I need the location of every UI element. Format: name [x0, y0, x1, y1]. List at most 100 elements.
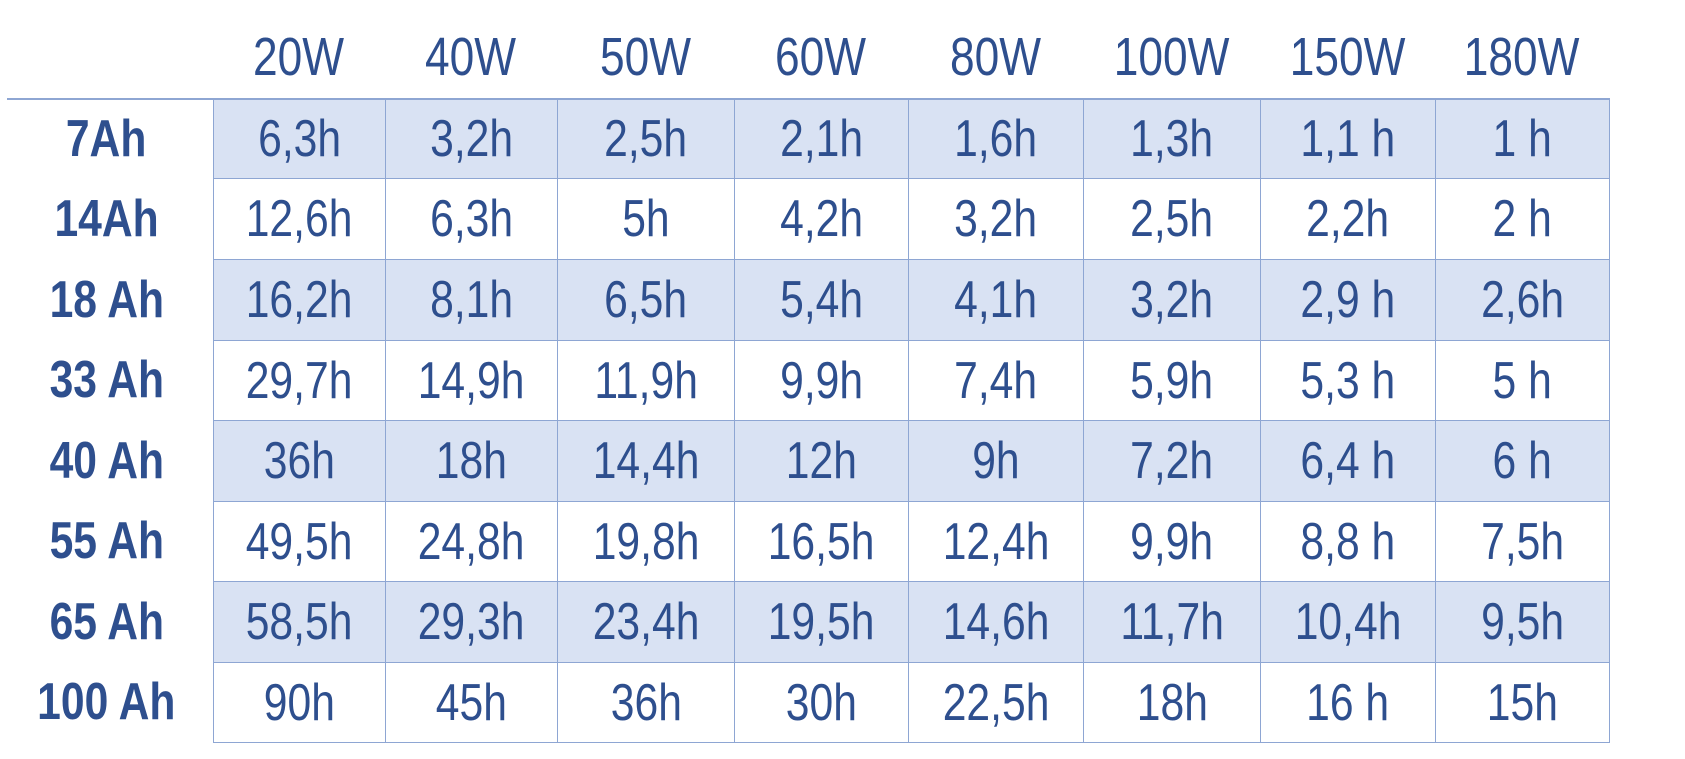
table-cell: 11,7h [1083, 581, 1261, 663]
table-cell: 18h [1083, 662, 1261, 743]
cell-value: 8,1h [430, 271, 513, 329]
cell-value: 1,1 h [1300, 110, 1396, 168]
cell-value: 36h [610, 673, 682, 732]
cell-value: 2,9 h [1300, 271, 1396, 329]
cell-value: 4,2h [780, 190, 863, 248]
cell-value: 36h [263, 432, 336, 490]
cell-value: 6,3h [430, 190, 513, 248]
table-cell: 9,9h [1083, 501, 1261, 582]
table-cell: 19,5h [734, 581, 909, 663]
column-header: 40W [385, 22, 557, 92]
cell-value: 45h [435, 673, 508, 732]
cell-value: 29,7h [246, 351, 353, 410]
cell-value: 12h [785, 432, 858, 490]
column-header: 180W [1435, 22, 1609, 92]
cell-value: 49,5h [246, 512, 353, 571]
table-cell: 29,3h [385, 581, 558, 663]
row-header: 18 Ah [0, 259, 213, 340]
cell-value: 6,3h [258, 110, 341, 168]
column-header-text: 60W [775, 27, 867, 87]
row-header-text: 33 Ah [49, 351, 164, 409]
cell-value: 16,5h [768, 512, 875, 571]
table-cell: 2 h [1435, 178, 1610, 260]
cell-value: 12,6h [246, 190, 353, 248]
table-cell: 14,9h [385, 340, 558, 421]
cell-value: 5h [622, 190, 670, 248]
cell-value: 24,8h [418, 512, 525, 571]
table-cell: 30h [734, 662, 909, 743]
table-cell: 16,5h [734, 501, 909, 582]
table-cell: 3,2h [385, 99, 558, 179]
cell-value: 6 h [1492, 432, 1553, 490]
cell-value: 16 h [1306, 673, 1390, 732]
row-header-text: 40 Ah [49, 431, 164, 490]
column-header: 50W [557, 22, 734, 92]
cell-value: 7,5h [1481, 512, 1564, 571]
cell-value: 2,5h [604, 110, 688, 168]
table-cell: 1,1 h [1260, 99, 1436, 179]
table-cell: 5 h [1435, 340, 1610, 421]
table-cell: 14,4h [557, 420, 735, 502]
column-header-text: 150W [1289, 27, 1406, 87]
table-cell: 5,4h [734, 259, 909, 341]
table-cell: 12h [734, 420, 909, 502]
cell-value: 2,5h [1130, 190, 1214, 248]
cell-value: 3,2h [954, 190, 1038, 248]
table-cell: 36h [213, 420, 386, 502]
table-cell: 5h [557, 178, 735, 260]
table-cell: 7,4h [908, 340, 1084, 421]
table-cell: 6,3h [213, 99, 386, 179]
table-cell: 3,2h [1083, 259, 1261, 341]
cell-value: 2,2h [1306, 190, 1390, 248]
table-cell: 18h [385, 420, 558, 502]
cell-value: 3,2h [430, 110, 513, 168]
cell-value: 1 h [1492, 110, 1553, 168]
cell-value: 9,9h [1130, 512, 1214, 571]
table-cell: 1,3h [1083, 99, 1261, 179]
cell-value: 14,4h [592, 432, 700, 490]
table-cell: 45h [385, 662, 558, 743]
table-cell: 12,6h [213, 178, 386, 260]
row-header-text: 100 Ah [37, 673, 176, 731]
table-cell: 10,4h [1260, 581, 1436, 663]
table-cell: 2,6h [1435, 259, 1610, 341]
table-cell: 22,5h [908, 662, 1084, 743]
cell-value: 3,2h [1130, 271, 1214, 329]
cell-value: 19,8h [592, 512, 700, 571]
table-cell: 7,2h [1083, 420, 1261, 502]
cell-value: 18h [1136, 673, 1208, 732]
cell-value: 6,5h [604, 271, 688, 329]
row-header-text: 7Ah [66, 109, 147, 168]
table-cell: 1,6h [908, 99, 1084, 179]
column-header: 60W [734, 22, 908, 92]
column-header: 100W [1083, 22, 1260, 92]
cell-value: 6,4 h [1300, 432, 1396, 490]
table-cell: 2,5h [1083, 178, 1261, 260]
row-header: 33 Ah [0, 340, 213, 420]
cell-value: 11,7h [1120, 593, 1224, 651]
table-cell: 1 h [1435, 99, 1610, 179]
row-header-text: 18 Ah [49, 270, 164, 329]
table-cell: 29,7h [213, 340, 386, 421]
table-cell: 6,4 h [1260, 420, 1436, 502]
column-header-text: 180W [1464, 27, 1580, 87]
column-header: 20W [213, 22, 385, 92]
table-cell: 6,3h [385, 178, 558, 260]
row-header: 7Ah [0, 99, 213, 178]
cell-value: 7,4h [954, 351, 1038, 410]
cell-value: 8,8 h [1300, 512, 1396, 571]
table-cell: 9,9h [734, 340, 909, 421]
table-cell: 7,5h [1435, 501, 1610, 582]
table-cell: 9h [908, 420, 1084, 502]
cell-value: 23,4h [592, 593, 700, 651]
table-cell: 9,5h [1435, 581, 1610, 663]
table-cell: 5,9h [1083, 340, 1261, 421]
table-cell: 2,1h [734, 99, 909, 179]
column-header-text: 100W [1113, 27, 1230, 87]
table-cell: 23,4h [557, 581, 735, 663]
table-cell: 24,8h [385, 501, 558, 582]
cell-value: 9h [972, 432, 1020, 490]
cell-value: 2,1h [780, 110, 863, 168]
row-header: 14Ah [0, 178, 213, 259]
table-cell: 11,9h [557, 340, 735, 421]
